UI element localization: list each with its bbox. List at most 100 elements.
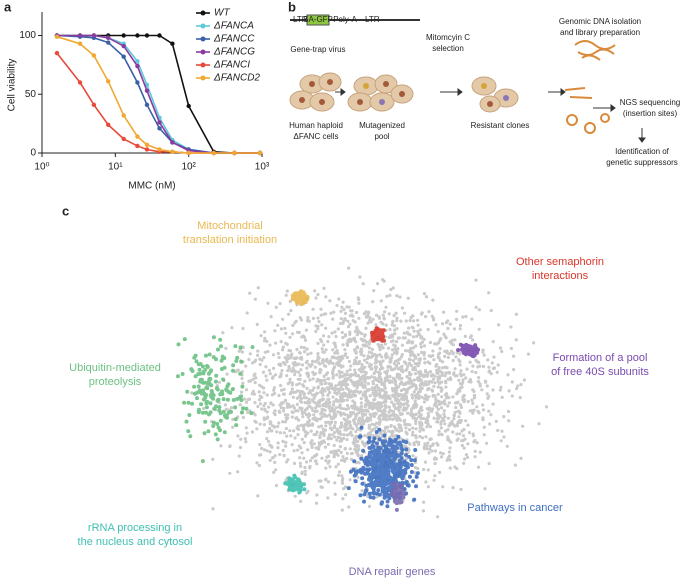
data-point [91, 102, 97, 108]
step-label: Identification of [615, 147, 670, 156]
data-point [232, 150, 237, 156]
data-point [186, 150, 191, 156]
legend-label: ΔFANCA [213, 21, 254, 32]
cluster-label: Pathways in cancer [467, 502, 563, 514]
cluster-label: the nucleus and cytosol [78, 536, 193, 548]
step-label: NGS sequencing [620, 98, 680, 107]
panel-label: a [4, 0, 12, 14]
step-label: genetic suppressors [606, 158, 678, 167]
step-label: Human haploid [289, 121, 343, 130]
data-point [77, 33, 83, 38]
data-point [144, 142, 150, 147]
data-point [186, 103, 191, 109]
cluster-label: Mitochondrial [197, 220, 262, 232]
data-point [144, 33, 150, 38]
data-point [121, 33, 126, 38]
step-label: ΔFANC cells [294, 132, 339, 141]
data-point [54, 34, 60, 39]
step-label: Resistant clones [471, 121, 530, 130]
step-label: Mitomcyin C [426, 33, 470, 42]
x-tick-label: 10⁰ [34, 162, 49, 173]
legend-label: WT [214, 8, 230, 19]
data-point [135, 59, 140, 64]
step-label: Gene-trap virus [290, 45, 345, 54]
cluster-label: translation initiation [183, 234, 277, 246]
construct-label: LTR [293, 15, 308, 24]
data-point [106, 35, 111, 41]
construct-label: SA-GFP [303, 15, 333, 24]
data-point [121, 43, 126, 49]
data-point [157, 120, 162, 125]
data-point [170, 41, 175, 46]
data-point [121, 113, 126, 118]
step-label: and library preparation [560, 28, 640, 37]
data-point [144, 147, 150, 152]
construct-label: LTR [365, 15, 380, 24]
data-point [121, 54, 126, 59]
step-label: Mutagenized [359, 121, 405, 130]
y-axis-label: Cell viability [7, 59, 18, 112]
viability-chart: 0 50 100 10⁰ 10¹ 10² 10³ WT ΔFANCA ΔFANCC ΔFANCG ΔF… [19, 8, 270, 173]
panel-label: b [288, 0, 296, 14]
y-tick-label: 0 [30, 148, 36, 159]
data-point [121, 136, 126, 142]
data-point [135, 63, 140, 69]
y-tick-label: 50 [25, 89, 37, 100]
legend-swatch [200, 75, 206, 81]
x-tick-label: 10¹ [108, 162, 123, 173]
legend-label: ΔFANCI [213, 60, 250, 71]
legend-swatch [200, 49, 206, 55]
cluster-label: Formation of a pool [553, 352, 648, 364]
cluster-label: proteolysis [89, 376, 142, 388]
cluster [346, 425, 420, 509]
cluster-label: of free 40S subunits [551, 366, 649, 378]
data-point [257, 150, 263, 156]
cluster [456, 342, 481, 359]
data-point [91, 33, 97, 38]
legend-label: ΔFANCG [213, 47, 255, 58]
step-label: (insertion sites) [623, 109, 678, 118]
data-point [54, 50, 60, 56]
cluster-label: rRNA processing in [88, 522, 182, 534]
legend-swatch [200, 36, 206, 42]
cluster [283, 473, 307, 495]
x-axis-label: MMC (nM) [128, 181, 175, 192]
x-tick-label: 10³ [255, 162, 270, 173]
cluster [389, 481, 406, 512]
cluster [370, 326, 386, 343]
data-point [170, 140, 175, 145]
x-tick-label: 10² [181, 162, 196, 173]
data-point [135, 80, 140, 85]
data-point [91, 53, 97, 58]
legend-swatch [200, 62, 206, 68]
data-point [106, 40, 111, 45]
panel-label: c [62, 203, 69, 218]
construct-label: Poly-A [333, 15, 357, 24]
legend-label: ΔFANCD2 [213, 73, 260, 84]
cluster [176, 335, 255, 464]
data-point [106, 79, 111, 84]
step-label: pool [374, 132, 389, 141]
diagram-shapes [289, 14, 646, 143]
data-point [170, 149, 175, 155]
data-point [77, 80, 83, 85]
data-point [135, 134, 140, 139]
data-point [157, 147, 162, 152]
data-point [144, 88, 150, 93]
y-tick-label: 100 [19, 30, 36, 41]
cluster-label: Other semaphorin [516, 256, 604, 268]
data-point [135, 143, 140, 149]
legend-label: ΔFANCC [213, 34, 255, 45]
data-point [106, 122, 111, 128]
cluster-label: interactions [532, 270, 589, 282]
cluster-label: DNA repair genes [349, 566, 436, 578]
data-point [157, 126, 162, 131]
cluster-label: Ubiquitin-mediated [69, 362, 161, 374]
data-point [211, 150, 216, 156]
background-cloud [190, 266, 549, 519]
legend-swatch [200, 10, 206, 16]
data-point [77, 41, 83, 46]
legend-swatch [200, 23, 206, 29]
data-point [135, 33, 140, 38]
